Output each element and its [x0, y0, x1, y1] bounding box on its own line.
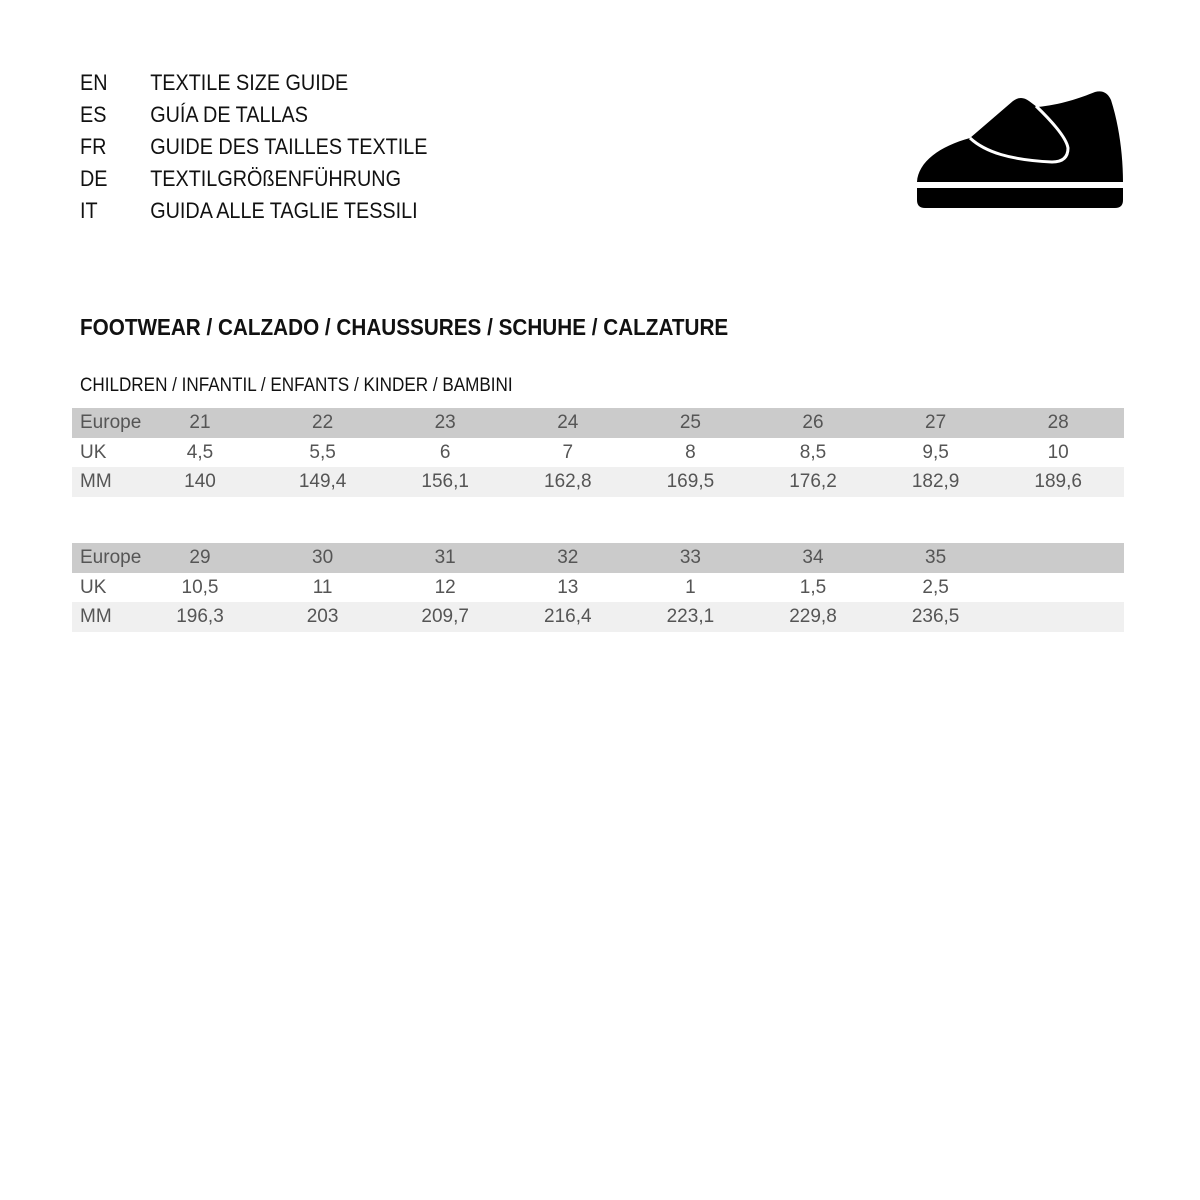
title-line-fr: FR GUIDE DES TAILLES TEXTILE — [80, 134, 427, 160]
table-cell: 169,5 — [666, 471, 715, 492]
table-cell: 140 — [184, 471, 216, 492]
table-cell: 209,7 — [421, 606, 469, 627]
title-text: GUÍA DE TALLAS — [150, 102, 308, 127]
table-cell: 34 — [802, 547, 824, 568]
table-cell: 13 — [557, 576, 579, 598]
table-cell: 4,5 — [186, 441, 214, 463]
row-label: MM — [80, 471, 112, 492]
row-label: Europe — [80, 547, 142, 568]
title-text: TEXTILGRÖßENFÜHRUNG — [150, 166, 402, 191]
table-row-mm: MM 196,3 203 209,7 216,4 223,1 229,8 236,5 — [72, 602, 1124, 632]
table-cell: 35 — [925, 547, 947, 568]
table-cell: 12 — [434, 576, 456, 598]
table-cell: 5,5 — [309, 441, 336, 463]
table-cell: 176,2 — [789, 471, 837, 492]
title-line-en: EN TEXTILE SIZE GUIDE — [80, 70, 348, 96]
table-cell: 30 — [312, 547, 334, 568]
table-cell: 31 — [434, 547, 456, 568]
table-cell: 7 — [562, 441, 574, 463]
table-cell: 6 — [439, 441, 451, 463]
table-cell: 236,5 — [911, 606, 960, 627]
title-line-es: ES GUÍA DE TALLAS — [80, 102, 308, 128]
table-cell: 149,4 — [298, 471, 347, 492]
table-cell: 196,3 — [176, 606, 224, 627]
table-cell: 203 — [306, 606, 339, 627]
table-cell: 223,1 — [666, 606, 715, 627]
language-code: EN — [80, 70, 108, 95]
table-cell: 8,5 — [799, 441, 827, 463]
table-row-uk: UK 10,5 11 12 13 1 1,5 2,5 — [72, 572, 1124, 602]
table-cell: 216,4 — [544, 606, 592, 627]
table-cell: 32 — [557, 547, 579, 568]
table-cell: 28 — [1047, 412, 1069, 433]
row-label: UK — [80, 576, 107, 598]
title-line-it: IT GUIDA ALLE TAGLIE TESSILI — [80, 198, 418, 224]
table-cell: 229,8 — [789, 606, 837, 627]
table-cell: 10 — [1047, 441, 1069, 463]
table-cell: 9,5 — [922, 441, 949, 463]
table-cell: 24 — [557, 412, 579, 433]
table-cell: 25 — [679, 412, 701, 433]
table-cell: 156,1 — [421, 471, 469, 492]
language-code: FR — [80, 134, 107, 159]
table-cell: 29 — [189, 547, 211, 568]
language-code: IT — [80, 198, 98, 223]
table-cell: 182,9 — [911, 471, 960, 492]
size-table: Europe 29 30 31 32 33 34 35 UK 10,5 11 12 13 1 1,5 2,5 M… — [72, 543, 1124, 632]
table-cell: 1 — [685, 576, 696, 598]
table-cell: 162,8 — [544, 471, 592, 492]
table-cell: 189,6 — [1034, 471, 1082, 492]
language-code: ES — [80, 102, 107, 127]
table-cell: 22 — [312, 412, 334, 433]
title-text: TEXTILE SIZE GUIDE — [150, 70, 349, 95]
table-cell: 1,5 — [799, 576, 827, 598]
row-label: Europe — [80, 412, 142, 433]
table-cell: 27 — [925, 412, 947, 433]
subsection-title: CHILDREN / INFANTIL / ENFANTS / KINDER /… — [80, 375, 513, 396]
section-title: FOOTWEAR / CALZADO / CHAUSSURES / SCHUHE… — [80, 314, 729, 340]
table-cell: 10,5 — [181, 576, 219, 598]
table-cell: 21 — [189, 412, 211, 433]
title-line-de: DE TEXTILGRÖßENFÜHRUNG — [80, 166, 401, 192]
shoe-icon — [917, 91, 1123, 208]
table-row-mm: MM 140 149,4 156,1 162,8 169,5 176,2 182,9 189,6 — [72, 467, 1124, 497]
title-text: GUIDA ALLE TAGLIE TESSILI — [150, 198, 418, 223]
table-cell: 23 — [434, 412, 456, 433]
table-cell: 8 — [685, 441, 696, 463]
language-code: DE — [80, 166, 108, 191]
table-cell: 33 — [679, 547, 701, 568]
table-cell: 2,5 — [922, 576, 949, 598]
table-row-europe: Europe 21 22 23 24 25 26 27 28 — [72, 408, 1124, 438]
title-text: GUIDE DES TAILLES TEXTILE — [150, 134, 428, 159]
size-table: Europe 21 22 23 24 25 26 27 28 UK 4,5 5,5 6 7 8 8,5 9,5 1… — [72, 408, 1124, 497]
table-row-uk: UK 4,5 5,5 6 7 8 8,5 9,5 10 — [72, 437, 1124, 467]
row-label: MM — [80, 606, 112, 627]
table-cell: 11 — [312, 576, 333, 598]
table-cell: 26 — [802, 412, 824, 433]
table-row-europe: Europe 29 30 31 32 33 34 35 — [72, 543, 1124, 573]
row-label: UK — [80, 441, 107, 463]
